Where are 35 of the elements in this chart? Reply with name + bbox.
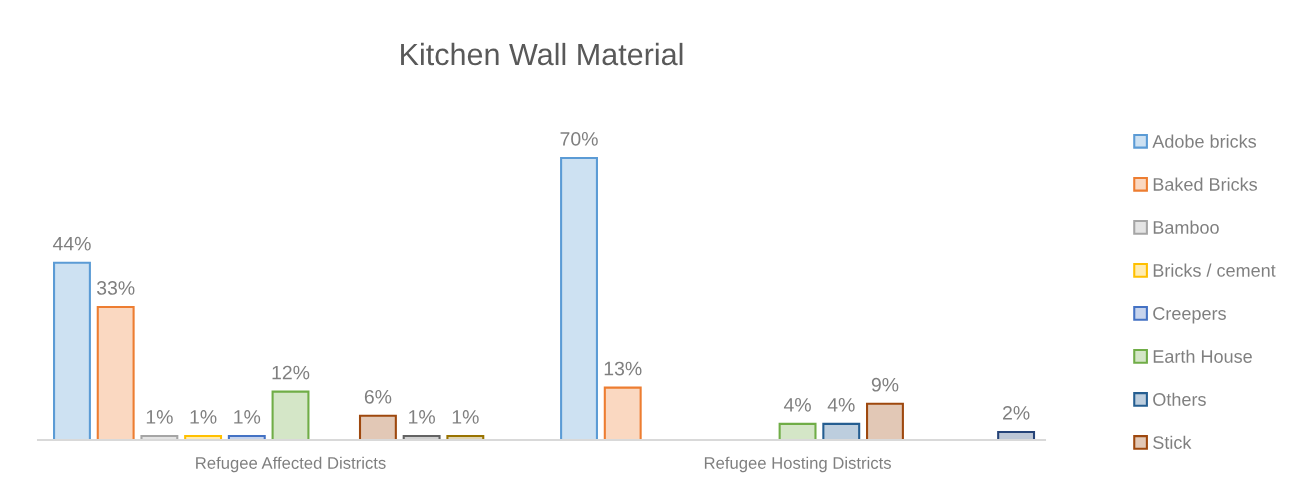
data-label: 33% — [96, 281, 135, 295]
legend-label: Baked Bricks — [1153, 177, 1258, 191]
bar — [53, 261, 91, 440]
data-label: 44% — [52, 236, 91, 251]
data-label: 70% — [560, 132, 598, 146]
chart-title: Kitchen Wall Material — [401, 42, 683, 66]
data-label: 2% — [1003, 406, 1030, 420]
bar — [271, 390, 310, 440]
data-label: 12% — [272, 365, 310, 380]
x-tick-label: Refugee Hosting Districts — [704, 456, 891, 473]
data-label: 9% — [871, 377, 899, 392]
legend-label: Adobe bricks — [1152, 134, 1257, 148]
legend-label: Bricks / cement — [1153, 263, 1276, 277]
data-label: 1% — [409, 410, 435, 424]
legend-label: Earth House — [1153, 349, 1252, 363]
data-label: 1% — [146, 410, 173, 424]
data-label: 1% — [234, 410, 261, 424]
data-label: 4% — [783, 398, 811, 412]
bar — [603, 386, 642, 440]
bar — [358, 414, 397, 440]
x-tick-label: Refugee Affected Districts — [196, 456, 386, 473]
bar — [96, 305, 135, 440]
bar — [866, 402, 904, 440]
data-label: 1% — [190, 410, 217, 424]
data-label: 13% — [604, 361, 642, 376]
bar — [778, 422, 817, 440]
legend-label: Creepers — [1153, 307, 1226, 324]
legend-label: Bamboo — [1153, 220, 1219, 234]
data-label: 4% — [827, 398, 855, 412]
bar — [560, 156, 598, 440]
bar — [822, 422, 861, 440]
data-label: 6% — [364, 389, 392, 404]
legend-label: Others — [1153, 392, 1206, 406]
legend-label: Stick — [1153, 435, 1192, 449]
data-label: 1% — [452, 410, 479, 424]
